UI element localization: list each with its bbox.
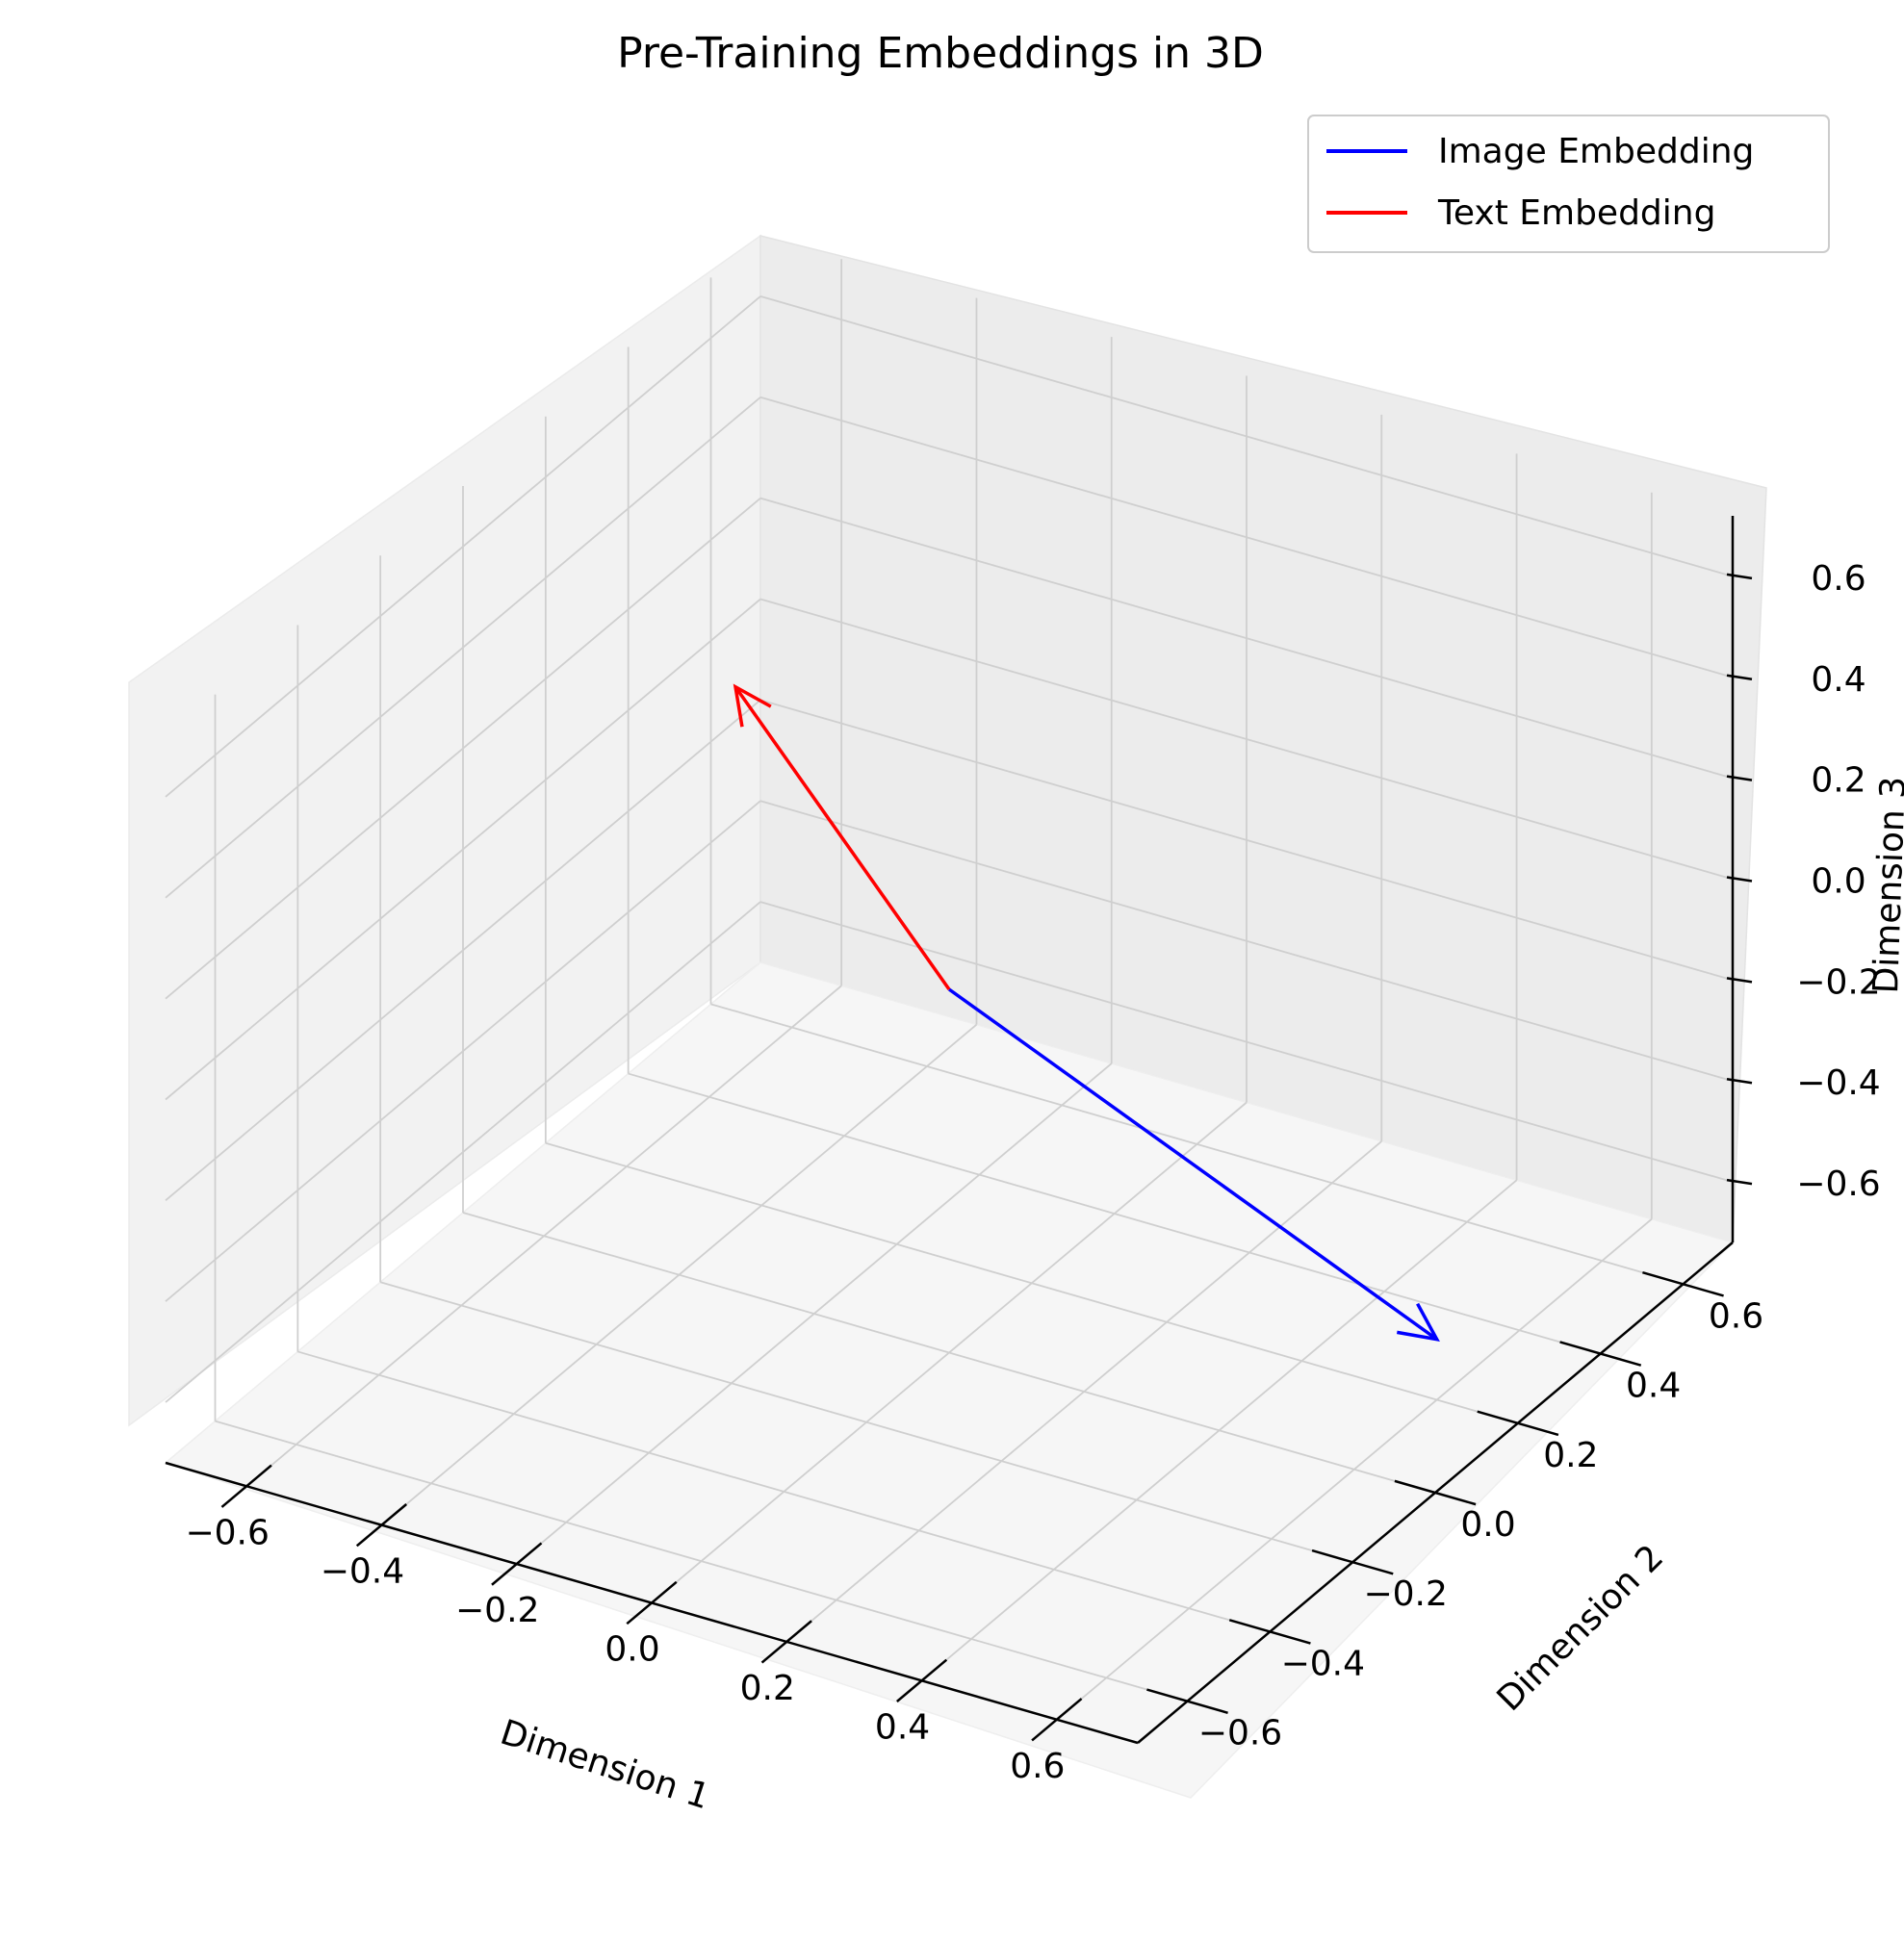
- gridline-x-floor: [1056, 1218, 1653, 1721]
- z-tick-label: 0.2: [1811, 761, 1865, 801]
- z-tick-mark: [1726, 1178, 1753, 1186]
- y-tick-mark: [1228, 1619, 1311, 1645]
- gridline-y-floor: [462, 1212, 1436, 1494]
- x-tick-label: −0.4: [321, 1552, 404, 1592]
- chart-title: Pre-Training Embeddings in 3D: [617, 29, 1264, 78]
- y-tick-label: 0.4: [1626, 1367, 1681, 1406]
- gridline-y-floor: [710, 1003, 1684, 1286]
- y-tick-label: 0.0: [1460, 1505, 1515, 1545]
- y-tick-mark: [1311, 1548, 1394, 1575]
- x-tick-mark: [760, 1620, 812, 1664]
- gridline-z-back: [759, 396, 1734, 678]
- y-tick-label: −0.4: [1281, 1644, 1365, 1683]
- gridline-z-back: [759, 295, 1734, 577]
- y-tick-label: 0.6: [1709, 1296, 1763, 1336]
- y-tick-label: −0.2: [1363, 1574, 1447, 1614]
- legend-frame: [1307, 115, 1830, 253]
- z-tick-label: 0.4: [1811, 660, 1865, 700]
- pane-floor: [164, 961, 1735, 1799]
- gridline-z-left: [165, 598, 761, 1101]
- x-tick-label: 0.6: [1010, 1747, 1065, 1786]
- image-embedding-arrow-shaft: [947, 987, 1438, 1342]
- gridline-x-floor: [920, 1179, 1518, 1682]
- x-tick-label: −0.6: [185, 1513, 269, 1552]
- text-embedding-arrow-head: [733, 683, 772, 728]
- gridline-x-floor: [785, 1140, 1382, 1643]
- x-tick-label: 0.2: [740, 1669, 795, 1708]
- image-embedding-arrow-head: [1396, 1302, 1440, 1342]
- x-tick-label: 0.4: [875, 1707, 930, 1747]
- gridline-z-left: [165, 295, 761, 798]
- z-tick-label: −0.6: [1796, 1164, 1880, 1204]
- x-tick-mark: [1031, 1698, 1083, 1742]
- x-tick-label: −0.2: [455, 1591, 539, 1630]
- x-tick-mark: [491, 1542, 543, 1586]
- chart-marks: [733, 683, 1440, 1342]
- z-tick-mark: [1726, 674, 1753, 681]
- z-tick-label: 0.6: [1811, 559, 1865, 599]
- z-tick-mark: [1726, 573, 1753, 580]
- gridline-z-back: [759, 598, 1734, 881]
- y-tick-mark: [1477, 1410, 1559, 1437]
- text-embedding-arrow-shaft: [733, 685, 951, 991]
- z-tick-mark: [1726, 775, 1753, 781]
- z-tick-mark: [1726, 977, 1753, 984]
- z-tick-label: 0.0: [1811, 862, 1865, 902]
- gridline-y-floor: [545, 1141, 1519, 1424]
- x-tick-label: 0.0: [605, 1630, 659, 1670]
- y-tick-label: −0.6: [1198, 1714, 1282, 1753]
- legend-label-image: Image Embedding: [1438, 132, 1754, 171]
- gridline-y-floor: [628, 1072, 1601, 1355]
- x-tick-mark: [626, 1580, 678, 1625]
- x-tick-mark: [355, 1503, 407, 1548]
- x-tick-mark: [896, 1658, 948, 1702]
- z-tick-mark: [1726, 1077, 1753, 1085]
- y-tick-mark: [1559, 1341, 1642, 1367]
- y-tick-mark: [1146, 1688, 1228, 1714]
- x-tick-mark: [220, 1464, 272, 1508]
- y-tick-mark: [1642, 1271, 1724, 1297]
- z-tick-label: −0.2: [1796, 962, 1880, 1002]
- legend: Image Embedding Text Embedding: [1307, 115, 1830, 253]
- y-tick-mark: [1394, 1479, 1477, 1506]
- gridline-z-left: [165, 397, 761, 899]
- x-axis-label: Dimension 1: [496, 1713, 714, 1818]
- axes: −0.6 −0.6 −0.6 −0.4 −0.4 −0.4 −0.2 −0.2 −0.2 0.0 0…: [165, 516, 1881, 1786]
- legend-label-text: Text Embedding: [1437, 193, 1715, 233]
- gridline-z-back: [759, 497, 1734, 780]
- z-tick-label: −0.4: [1796, 1063, 1880, 1103]
- z-tick-mark: [1726, 876, 1753, 883]
- gridline-z-left: [165, 497, 761, 1000]
- y-axis-label: Dimension 2: [1490, 1538, 1672, 1720]
- y-tick-label: 0.2: [1543, 1436, 1598, 1475]
- gridlines: [165, 259, 1734, 1721]
- z-axis-label: Dimension 3: [1866, 776, 1904, 994]
